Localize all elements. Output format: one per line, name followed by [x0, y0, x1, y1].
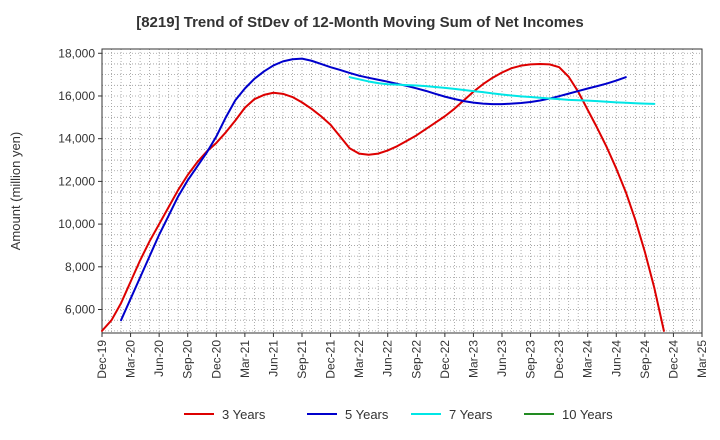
x-tick-label: Jun-21 [266, 340, 280, 377]
x-tick-label: Jun-23 [495, 340, 509, 377]
x-tick-label: Jun-20 [152, 340, 166, 377]
y-tick-label: 18,000 [58, 46, 95, 60]
x-tick-label: Mar-20 [124, 340, 138, 378]
x-tick-label: Jun-22 [381, 340, 395, 377]
x-tick-label: Mar-25 [695, 340, 709, 378]
x-tick-label: Dec-24 [666, 340, 680, 379]
y-axis-label: Amount (million yen) [8, 132, 23, 251]
y-tick-label: 6,000 [65, 303, 95, 317]
legend-label: 3 Years [222, 407, 266, 422]
y-tick-label: 10,000 [58, 217, 95, 231]
legend-label: 10 Years [562, 407, 613, 422]
x-tick-label: Mar-22 [352, 340, 366, 378]
x-tick-label: Dec-21 [324, 340, 338, 379]
y-tick-label: 14,000 [58, 132, 95, 146]
plot-area [102, 49, 702, 333]
y-tick-label: 16,000 [58, 89, 95, 103]
legend-label: 5 Years [345, 407, 389, 422]
x-tick-label: Mar-24 [581, 340, 595, 378]
x-tick-label: Mar-21 [238, 340, 252, 378]
y-tick-label: 12,000 [58, 174, 95, 188]
x-tick-label: Dec-22 [438, 340, 452, 379]
x-tick-label: Sep-22 [409, 340, 423, 379]
series-line-5-years [120, 57, 627, 322]
x-tick-label: Sep-23 [524, 340, 538, 379]
series-line-7-years [348, 76, 656, 105]
x-tick-label: Mar-23 [466, 340, 480, 378]
x-tick-label: Dec-20 [209, 340, 223, 379]
x-tick-label: Sep-20 [181, 340, 195, 379]
x-tick-label: Sep-21 [295, 340, 309, 379]
series-line-3-years [101, 62, 665, 332]
x-tick-label: Dec-23 [552, 340, 566, 379]
x-tick-label: Sep-24 [638, 340, 652, 379]
chart-title: [8219] Trend of StDev of 12-Month Moving… [136, 14, 584, 31]
y-tick-label: 8,000 [65, 260, 95, 274]
x-tick-label: Jun-24 [609, 340, 623, 377]
legend-label: 7 Years [449, 407, 493, 422]
x-tick-label: Dec-19 [95, 340, 109, 379]
plot-frame [101, 48, 703, 334]
